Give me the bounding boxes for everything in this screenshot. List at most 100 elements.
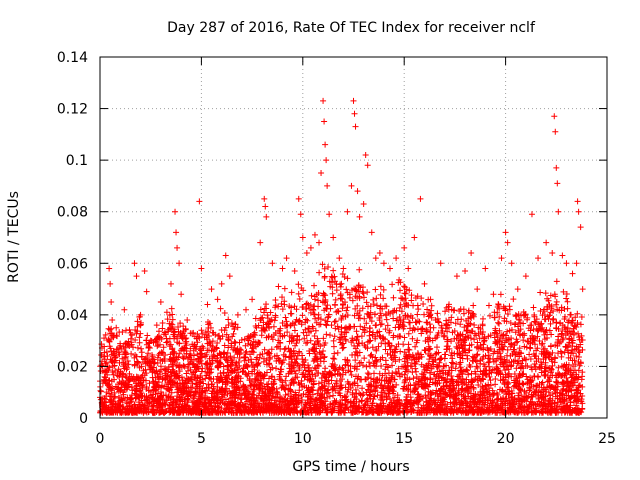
data-point	[332, 296, 339, 303]
data-point	[408, 363, 415, 370]
data-point	[256, 339, 263, 346]
data-point	[442, 389, 449, 396]
data-point	[433, 344, 440, 351]
data-point	[494, 334, 501, 341]
data-point	[377, 303, 384, 310]
data-point	[373, 363, 380, 370]
data-point	[465, 347, 472, 354]
data-point	[251, 403, 258, 410]
data-point	[122, 349, 129, 356]
data-point	[512, 329, 519, 336]
data-point	[108, 397, 115, 404]
data-point	[299, 312, 306, 319]
data-point	[307, 395, 314, 402]
data-point	[526, 351, 533, 358]
data-point	[563, 295, 570, 302]
data-point	[337, 372, 344, 379]
data-point	[199, 376, 206, 383]
data-point	[357, 315, 364, 322]
data-point	[278, 384, 285, 391]
data-point	[128, 339, 135, 346]
data-point	[497, 291, 504, 298]
data-point	[291, 303, 298, 310]
data-point	[368, 318, 375, 325]
data-point	[401, 290, 408, 297]
data-point	[291, 368, 298, 375]
data-point	[221, 342, 228, 349]
data-point	[538, 394, 545, 401]
data-point	[496, 327, 503, 334]
data-point	[401, 358, 408, 365]
data-point	[183, 350, 190, 357]
data-point	[119, 355, 126, 362]
data-point	[471, 336, 478, 343]
data-point	[372, 322, 379, 329]
data-point	[179, 382, 186, 389]
data-point	[324, 302, 331, 309]
data-point	[470, 394, 477, 401]
data-point	[206, 347, 212, 354]
data-point	[342, 336, 349, 343]
data-point	[382, 326, 389, 333]
data-point	[307, 393, 314, 400]
data-point	[205, 324, 212, 331]
data-point	[331, 318, 338, 325]
data-point	[150, 356, 157, 363]
data-point	[442, 308, 449, 315]
data-point	[330, 343, 337, 350]
data-point	[339, 271, 346, 278]
data-point	[257, 306, 264, 313]
data-point	[236, 339, 243, 346]
data-point	[296, 336, 303, 343]
data-point	[223, 354, 230, 361]
data-point	[319, 261, 326, 268]
data-point	[444, 336, 451, 343]
data-point	[279, 319, 286, 326]
data-point	[112, 367, 119, 374]
data-point	[445, 385, 452, 392]
data-point	[156, 341, 163, 348]
data-point	[564, 298, 571, 305]
data-point	[527, 386, 534, 393]
data-point	[228, 320, 235, 327]
data-point	[363, 320, 370, 327]
data-point	[305, 325, 312, 332]
data-point	[546, 352, 553, 359]
data-point	[465, 371, 472, 378]
data-point	[432, 351, 439, 358]
data-point	[516, 380, 523, 387]
data-point	[142, 360, 149, 367]
data-point	[339, 305, 346, 312]
data-point	[344, 275, 351, 282]
data-point	[412, 343, 419, 350]
data-point	[485, 302, 492, 309]
data-point	[440, 333, 447, 340]
data-point	[460, 310, 467, 317]
data-point	[300, 358, 307, 365]
data-point	[555, 333, 562, 340]
data-point	[458, 341, 465, 348]
data-point	[188, 370, 195, 377]
data-point	[448, 349, 455, 356]
data-point	[195, 333, 202, 340]
data-point	[492, 381, 499, 388]
data-point	[337, 334, 344, 341]
data-point	[401, 349, 408, 356]
data-point	[536, 337, 543, 344]
data-point	[347, 368, 354, 375]
data-point	[435, 349, 442, 356]
data-point	[441, 363, 448, 370]
data-point	[353, 348, 360, 355]
data-point	[377, 382, 384, 389]
data-point	[124, 378, 131, 385]
data-point	[320, 347, 327, 354]
data-point	[479, 315, 486, 322]
data-point	[338, 341, 345, 348]
data-point	[495, 319, 502, 326]
data-point	[413, 319, 420, 326]
data-point	[329, 290, 336, 297]
data-point	[359, 362, 366, 369]
data-point	[482, 352, 489, 359]
data-point	[541, 331, 548, 338]
data-point	[331, 356, 338, 363]
